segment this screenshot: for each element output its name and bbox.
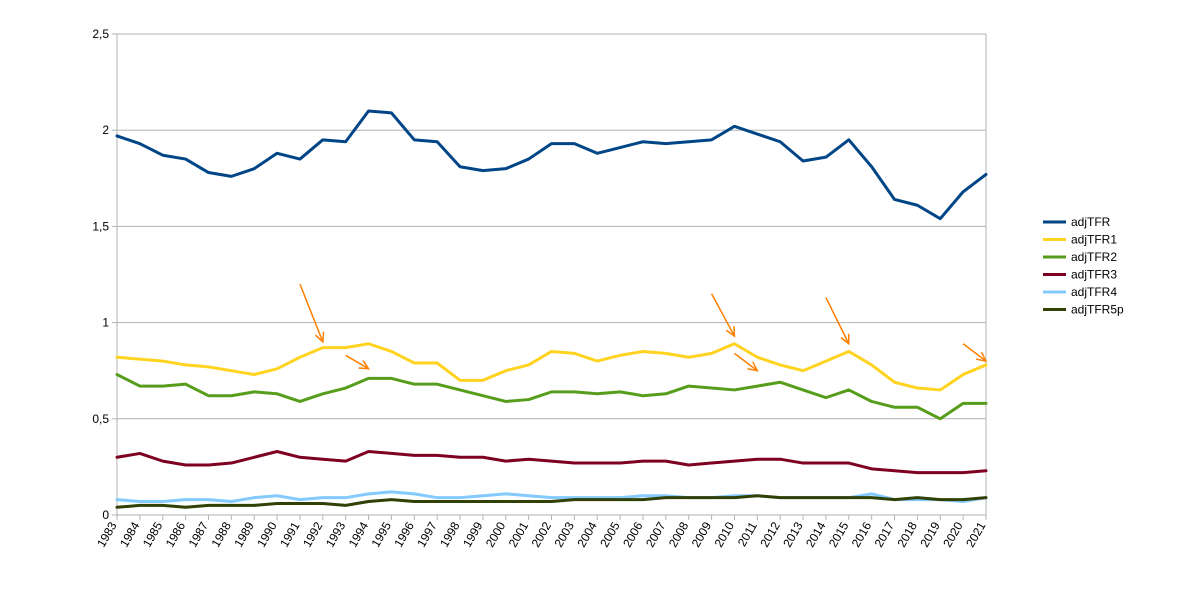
x-tick-label: 2016 — [849, 519, 875, 549]
x-tick-label: 1986 — [163, 519, 189, 549]
series-line-adjTFR5p — [115, 494, 988, 509]
annotation-arrow-head — [747, 361, 759, 372]
x-tick-label: 1998 — [437, 519, 463, 549]
x-tick-label: 2004 — [574, 519, 600, 549]
x-tick-label: 2006 — [620, 519, 646, 549]
y-tick-label: 2,5 — [92, 27, 109, 41]
annotation-arrow-head — [976, 351, 988, 363]
x-tick-label: 2019 — [917, 519, 943, 549]
legend-label-adjTFR4: adjTFR4 — [1071, 285, 1117, 299]
x-tick-label: 2008 — [666, 519, 692, 549]
x-tick-label: 2000 — [483, 519, 509, 549]
x-tick-label: 2003 — [551, 519, 577, 549]
x-tick-label: 1993 — [323, 519, 349, 549]
annotation-arrow-head — [314, 331, 325, 344]
x-tick-label: 2014 — [803, 519, 829, 549]
x-tick-label: 1991 — [277, 519, 303, 549]
x-tick-label: 2015 — [826, 519, 852, 549]
legend: adjTFR adjTFR1 adjTFR2 adjTFR3 adjTFR4 adjTFR… — [1043, 215, 1124, 317]
series-line-adjTFR2 — [115, 373, 988, 421]
x-tick-label: 2011 — [735, 519, 760, 549]
annotations — [299, 283, 988, 372]
x-tick-label: 1999 — [460, 519, 486, 549]
annotation-arrow-shaft — [733, 352, 758, 372]
x-tick-label: 1997 — [414, 519, 440, 549]
x-tick-label: 1985 — [140, 519, 166, 549]
x-tick-label: 2001 — [506, 519, 532, 549]
x-tick-label: 1983 — [94, 519, 120, 549]
legend-label-adjTFR5p: adjTFR5p — [1071, 303, 1124, 317]
series-line-adjTFR1 — [115, 342, 988, 392]
annotation-arrow-head — [358, 360, 371, 370]
x-tick-label: 1995 — [369, 519, 395, 549]
annotation-arrow-head — [840, 333, 850, 346]
x-tick-label: 2012 — [757, 519, 783, 549]
y-tick-label: 1 — [102, 316, 109, 330]
legend-label-adjTFR: adjTFR — [1071, 215, 1111, 229]
annotation-arrow-shaft — [299, 283, 324, 343]
x-tick-label: 2018 — [895, 519, 921, 549]
x-tick-label: 2017 — [872, 519, 898, 549]
x-tick-label: 2020 — [940, 519, 966, 549]
x-tick-label: 2002 — [529, 519, 555, 549]
x-tick-label: 2007 — [643, 519, 669, 549]
x-tick-label: 1988 — [208, 519, 234, 549]
y-tick-label: 0,5 — [92, 412, 109, 426]
series-line-adjTFR — [115, 109, 988, 221]
legend-label-adjTFR1: adjTFR1 — [1071, 233, 1117, 247]
x-tick-label: 2009 — [689, 519, 715, 549]
y-tick-label: 0 — [102, 508, 109, 522]
series-lines — [115, 109, 988, 509]
annotation-arrow-shaft — [710, 293, 736, 337]
axes: 0 0,5 1 1,5 2 2,5 1983198419851986198719881989… — [92, 27, 988, 550]
annotation-arrow-shaft — [825, 297, 850, 345]
legend-label-adjTFR3: adjTFR3 — [1071, 268, 1117, 282]
x-tick-label: 2013 — [780, 519, 806, 549]
x-tick-label: 2010 — [712, 519, 738, 549]
legend-label-adjTFR2: adjTFR2 — [1071, 250, 1117, 264]
x-tick-label: 1987 — [186, 519, 212, 549]
series-line-adjTFR3 — [115, 450, 988, 475]
x-tick-label: 1992 — [300, 519, 326, 549]
y-tick-label: 2 — [102, 123, 109, 137]
x-tick-label: 1990 — [254, 519, 280, 549]
x-tick-label: 2021 — [963, 519, 989, 549]
x-tick-label: 1994 — [346, 519, 372, 549]
x-tick-label: 2005 — [597, 519, 623, 549]
x-tick-label: 1989 — [231, 519, 257, 549]
y-tick-label: 1,5 — [92, 219, 109, 233]
x-tick-label: 1996 — [391, 519, 417, 549]
annotation-arrow-head — [725, 326, 736, 338]
x-tick-label: 1984 — [117, 519, 143, 549]
gridlines — [117, 33, 986, 516]
annotation-arrow-shaft — [345, 354, 369, 370]
annotation-arrow-shaft — [962, 343, 987, 362]
